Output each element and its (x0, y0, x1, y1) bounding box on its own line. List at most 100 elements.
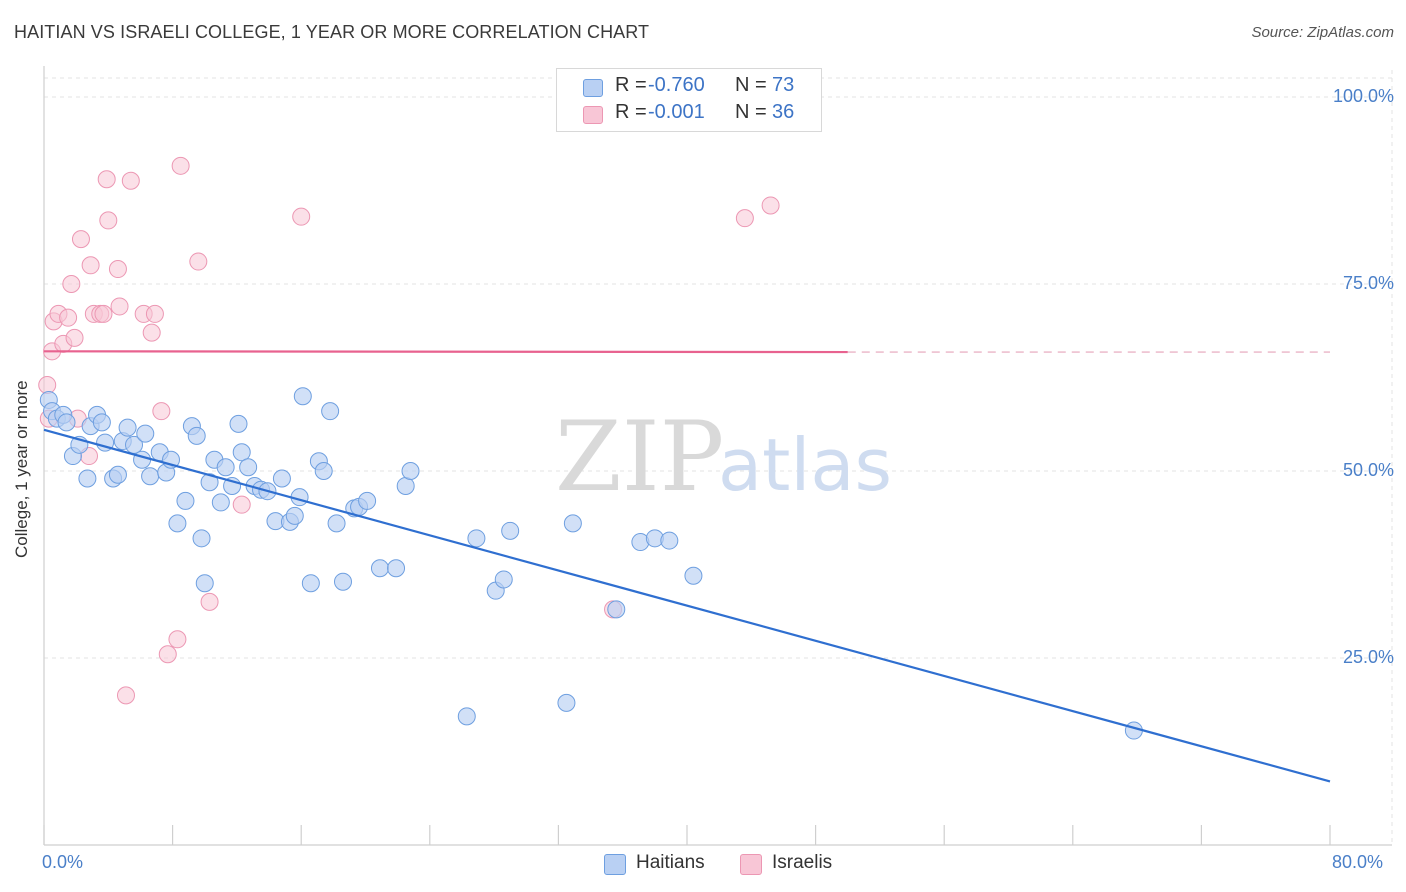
israeli-point (142, 323, 161, 342)
israeli-point (108, 260, 127, 279)
haitian-point (293, 387, 312, 406)
haitian-point (118, 418, 137, 437)
source-label: Source: ZipAtlas.com (1251, 24, 1394, 41)
haitian-point (168, 514, 187, 533)
haitian-point (92, 413, 111, 432)
haitian-point (176, 491, 195, 510)
israeli-point (232, 495, 251, 514)
legend-row-israelis: R = -0.001 N = 36 (557, 101, 821, 127)
haitian-point (607, 600, 626, 619)
haitian-point (200, 473, 219, 492)
haitian-point (370, 559, 389, 578)
israeli-legend-label: Israelis (772, 852, 833, 873)
haitian-point (232, 443, 251, 462)
israeli-point (200, 592, 219, 611)
chart-title: HAITIAN VS ISRAELI COLLEGE, 1 YEAR OR MO… (14, 22, 650, 42)
israeli-point (99, 211, 118, 230)
haitian-legend-label: Haitians (636, 852, 705, 873)
haitian-point (57, 413, 76, 432)
haitian-point (494, 570, 513, 589)
israeli-point (116, 686, 135, 705)
israeli-point (121, 171, 140, 190)
haitian-swatch (583, 79, 603, 97)
haitian-trend-line (43, 428, 1331, 783)
haitian-point (239, 458, 258, 477)
haitian-point (141, 467, 160, 486)
haitian-point (467, 529, 486, 548)
haitian-point (211, 493, 230, 512)
haitian-point (192, 529, 211, 548)
israeli-point (152, 402, 171, 421)
israeli-point (81, 256, 100, 275)
haitian-point (108, 465, 127, 484)
watermark-zip: ZIP (555, 401, 724, 513)
haitian-point (195, 574, 214, 593)
haitian-point (401, 462, 420, 480)
israeli-point (59, 308, 78, 327)
legend-n-value: 36 (772, 101, 795, 123)
y-tick-label: 25.0% (1342, 647, 1394, 667)
israeli-point (71, 230, 90, 249)
israeli-point (189, 252, 208, 271)
israeli-point (168, 630, 187, 649)
israeli-legend-swatch (740, 854, 762, 875)
legend-r-label: R = (615, 101, 647, 123)
haitian-point (133, 450, 152, 469)
haitian-point (187, 426, 206, 445)
israeli-point (292, 207, 311, 226)
legend-n-value: 73 (772, 74, 795, 96)
legend-n-label: N = (735, 101, 767, 123)
israeli-trend-line (43, 350, 848, 354)
haitian-point (314, 462, 333, 480)
haitian-point (387, 559, 406, 578)
legend-row-haitians: R = -0.760 N = 73 (557, 74, 821, 100)
correlation-legend: R = -0.760 N = 73 R = -0.001 N = 36 (556, 68, 822, 132)
legend-n-label: N = (735, 74, 767, 96)
israeli-swatch (583, 106, 603, 124)
haitian-point (333, 572, 352, 591)
legend-r-value: -0.001 (648, 101, 705, 123)
haitian-point (301, 574, 320, 593)
watermark-atlas: atlas (718, 423, 892, 507)
haitian-point (358, 491, 377, 510)
haitian-point (125, 435, 144, 454)
haitian-point (216, 458, 235, 477)
y-tick-label: 75.0% (1342, 273, 1394, 293)
haitian-point (229, 414, 248, 433)
israeli-point (158, 645, 177, 664)
x-tick-label-max: 80.0% (1332, 852, 1384, 872)
israeli-point (94, 304, 113, 323)
watermark: ZIP atlas (555, 401, 892, 513)
axes (43, 66, 1392, 846)
haitian-point (396, 476, 415, 495)
y-axis-label: College, 1 year or more (12, 380, 31, 558)
trend-lines (43, 350, 1331, 783)
haitian-point (327, 514, 346, 533)
israeli-point (65, 328, 84, 347)
israeli-point (62, 275, 81, 293)
haitian-point (136, 424, 155, 443)
haitian-point (563, 514, 582, 533)
israeli-point (761, 196, 780, 215)
haitian-point (557, 693, 576, 712)
haitian-points (39, 387, 1143, 740)
israeli-point (97, 170, 116, 189)
x-tick-label-min: 0.0% (42, 852, 84, 872)
haitian-point (457, 707, 476, 726)
haitian-point (501, 521, 520, 540)
legend-r-label: R = (615, 74, 647, 96)
y-tick-label: 50.0% (1342, 460, 1394, 480)
haitian-point (660, 531, 679, 550)
legend-r-value: -0.760 (648, 74, 705, 96)
haitian-point (321, 402, 340, 421)
haitian-legend-swatch (604, 854, 626, 875)
israeli-point (145, 304, 164, 323)
israeli-point (38, 375, 57, 394)
israeli-point (110, 297, 129, 316)
israeli-point (171, 156, 190, 175)
haitian-point (78, 469, 97, 488)
israeli-point (735, 209, 754, 228)
haitian-point (684, 566, 703, 585)
grid-lines (44, 70, 1393, 845)
